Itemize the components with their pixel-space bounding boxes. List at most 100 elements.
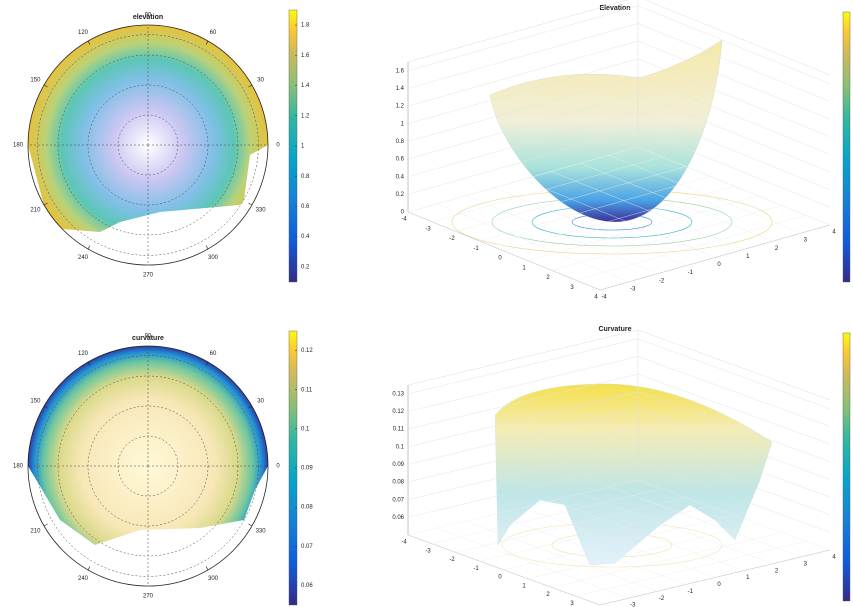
- polar-tick: [248, 405, 253, 409]
- colorbar-tick-label: 0.12: [301, 348, 313, 354]
- theta-tick-label: 90: [145, 13, 152, 19]
- grid-line: [407, 391, 639, 448]
- polar-tick: [205, 40, 209, 45]
- grid-line: [522, 179, 716, 258]
- grid-line: [407, 76, 639, 142]
- x-tick-label: 1: [522, 583, 526, 589]
- grid-line: [407, 58, 639, 125]
- x-tick-label: 2: [546, 592, 550, 598]
- y-tick-label: 1: [746, 254, 750, 260]
- theta-tick-label: 300: [208, 255, 219, 261]
- y-tick-label: -3: [630, 603, 636, 607]
- colorbar-tick-label: 0.6: [301, 204, 310, 210]
- grid-line: [407, 93, 639, 160]
- colorbar-tick-label: 1.6: [301, 53, 310, 59]
- x-tick-label: -3: [425, 226, 431, 232]
- theta-tick-label: 0: [276, 143, 280, 149]
- box-edge: [637, 329, 831, 401]
- z-tick-label: 0.6: [396, 157, 405, 163]
- x-tick-label: 0: [498, 575, 502, 581]
- x-tick-label: 4: [594, 295, 598, 301]
- y-tick-label: -3: [630, 286, 636, 292]
- x-tick-label: -3: [425, 548, 431, 554]
- grid-line: [407, 111, 639, 177]
- box-edge: [644, 0, 831, 76]
- y-tick-label: 2: [775, 246, 779, 252]
- y-tick-label: 0: [717, 262, 721, 268]
- colorbar-tick-label: 0.07: [301, 544, 313, 550]
- grid-line: [551, 500, 744, 571]
- colorbar-tick-label: 0.4: [301, 234, 310, 240]
- y-tick-label: -2: [659, 596, 665, 602]
- theta-tick-label: 120: [78, 30, 89, 36]
- polar-frame: [27, 345, 269, 587]
- theta-tick-label: 180: [13, 464, 24, 470]
- polar-tick: [205, 566, 209, 571]
- box-edge: [407, 0, 629, 63]
- chart-title: Elevation: [599, 5, 630, 12]
- grid-line: [407, 426, 639, 483]
- polar-tick: [43, 405, 48, 409]
- z-tick-label: 1.4: [396, 86, 405, 92]
- grid-line: [407, 129, 639, 195]
- elevation-surface: [489, 39, 723, 223]
- grid-line: [407, 338, 639, 395]
- box-edge: [407, 329, 639, 386]
- polar-tick: [43, 202, 48, 206]
- grid-line: [637, 93, 831, 173]
- theta-tick-label: 120: [78, 351, 89, 357]
- theta-tick-label: 30: [257, 399, 264, 405]
- grid-line: [407, 534, 601, 606]
- theta-tick-label: 60: [210, 351, 217, 357]
- z-tick-label: 1.6: [396, 68, 405, 74]
- colorbar-tick-label: 1.4: [301, 83, 310, 89]
- z-tick-label: 1.2: [396, 104, 405, 110]
- colorbar-tick-label: 0.1: [301, 426, 310, 432]
- grid-line: [436, 203, 629, 283]
- theta-tick-label: 210: [30, 529, 41, 535]
- z-tick-label: 0.2: [396, 192, 405, 198]
- x-tick-label: -1: [473, 246, 479, 252]
- grid-line: [407, 40, 639, 107]
- x-tick-label: -4: [401, 217, 407, 223]
- y-tick-label: -1: [688, 270, 694, 276]
- theta-tick-label: 210: [30, 208, 41, 214]
- grid-line: [407, 373, 639, 430]
- x-tick-label: 1: [522, 265, 526, 271]
- z-tick-label: 0.1: [396, 444, 405, 450]
- colorbar-tick-label: 0.11: [301, 387, 313, 393]
- theta-tick-label: 270: [143, 273, 154, 279]
- theta-tick-label: 30: [257, 78, 264, 84]
- polar-tick: [205, 245, 209, 250]
- chart-title: elevation: [133, 14, 163, 21]
- polar-tick: [248, 523, 253, 527]
- z-tick-label: 0.12: [392, 409, 404, 415]
- colorbar: [842, 11, 851, 283]
- grid-line: [637, 426, 831, 498]
- x-tick-label: -4: [401, 540, 407, 546]
- grid-line: [465, 521, 658, 592]
- y-tick-label: 2: [775, 568, 779, 574]
- polar-tick: [248, 84, 253, 88]
- x-tick-label: -2: [449, 236, 455, 242]
- polar-tick: [87, 361, 91, 366]
- x-tick-label: 3: [570, 285, 574, 291]
- colorbar: [842, 332, 851, 602]
- polar-tick: [87, 245, 91, 250]
- grid-line: [637, 462, 831, 533]
- polar-tick: [205, 361, 209, 366]
- theta-tick-label: 300: [208, 576, 219, 582]
- z-tick-label: 0.13: [392, 391, 404, 397]
- grid-line: [609, 154, 802, 234]
- polar-tick: [43, 84, 48, 88]
- grid-line: [436, 527, 629, 599]
- colorbar-tick-label: 0.08: [301, 505, 313, 511]
- y-tick-label: 3: [804, 238, 808, 244]
- grid-line: [637, 111, 831, 190]
- x-tick-label: 0: [498, 256, 502, 262]
- theta-tick-label: 240: [78, 576, 89, 582]
- z-tick-label: 0.11: [393, 427, 405, 433]
- colorbar-tick-label: 0.2: [301, 264, 310, 270]
- z-tick-label: 0.08: [392, 480, 404, 486]
- polar-tick: [43, 523, 48, 527]
